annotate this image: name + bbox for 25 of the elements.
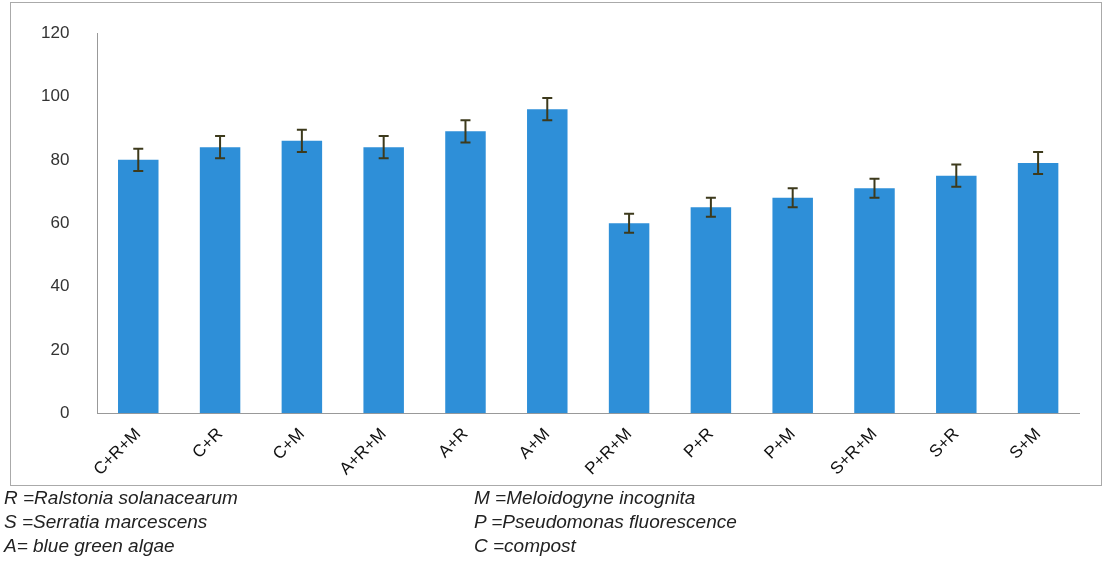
bar xyxy=(772,197,813,414)
bar xyxy=(281,140,323,414)
bar xyxy=(445,131,486,414)
text: M =Meloidogyne incognita xyxy=(474,486,697,510)
bar xyxy=(608,223,650,414)
y-tick-label: 80 xyxy=(50,149,70,169)
bar xyxy=(690,207,732,414)
y-tick-label: 60 xyxy=(50,212,70,232)
text: S =Serratia marcescens xyxy=(4,510,209,534)
bar xyxy=(363,147,404,414)
bar xyxy=(199,147,241,414)
y-tick-label: 40 xyxy=(50,276,70,296)
bar xyxy=(854,188,895,414)
text: R =Ralstonia solanacearum xyxy=(4,486,239,510)
y-tick-label: 0 xyxy=(59,402,70,422)
y-tick-label: 120 xyxy=(40,22,70,42)
bar xyxy=(936,175,977,414)
text: P =Pseudomonas fluorescence xyxy=(474,510,738,534)
bar xyxy=(1017,163,1059,414)
y-tick-label: 100 xyxy=(40,86,70,106)
bar xyxy=(527,109,568,414)
text: A= blue green algae xyxy=(4,534,176,558)
text: C =compost xyxy=(474,534,578,558)
bar xyxy=(118,159,159,414)
y-tick-label: 20 xyxy=(50,339,70,359)
